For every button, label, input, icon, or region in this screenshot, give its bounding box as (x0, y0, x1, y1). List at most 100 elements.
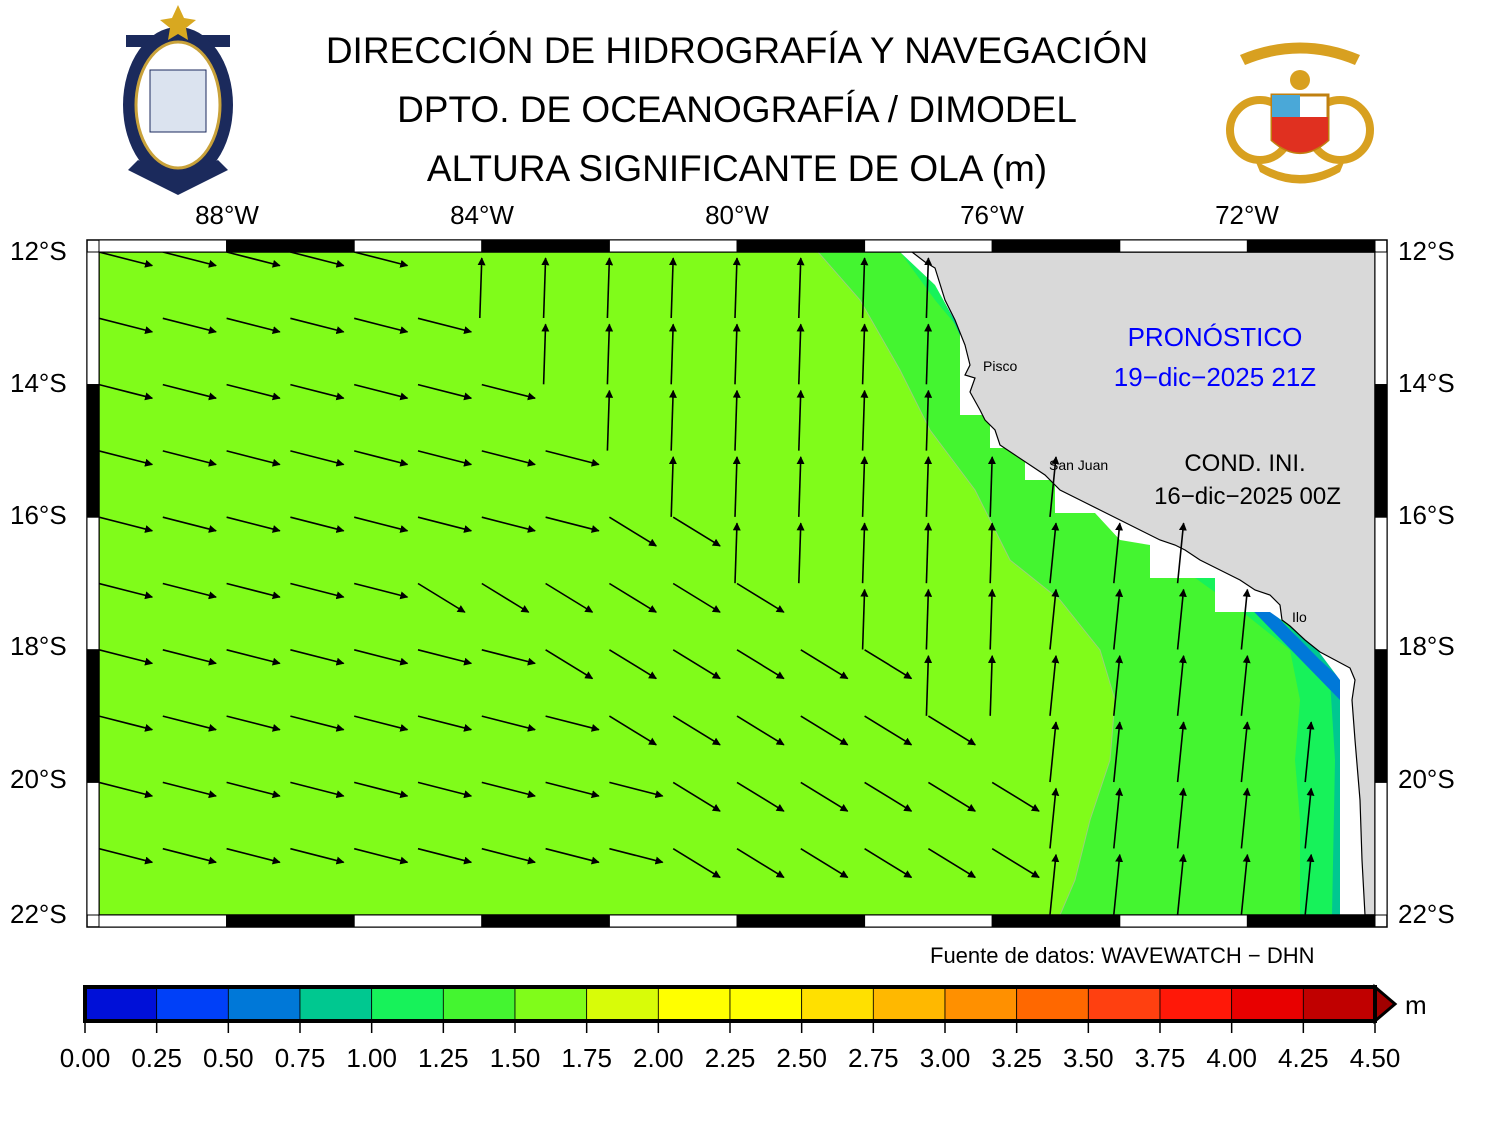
wave-direction-arrow (1113, 588, 1124, 650)
wave-direction-arrow (354, 582, 409, 600)
wave-direction-arrow (608, 516, 657, 547)
wave-direction-arrow (545, 450, 600, 467)
wave-direction-arrow (672, 516, 721, 547)
frame-segment (1246, 914, 1376, 928)
colorbar-tick-label: 1.25 (418, 1043, 469, 1073)
wave-direction-arrow (290, 847, 345, 865)
wave-direction-arrow (608, 649, 657, 680)
wave-direction-arrow (1240, 853, 1251, 915)
wave-direction-arrow (1049, 721, 1060, 783)
wave-direction-arrow (1113, 655, 1124, 716)
wave-direction-arrow (1240, 787, 1251, 849)
wave-direction-arrow (417, 715, 473, 732)
wave-direction-arrow (1113, 787, 1124, 849)
wave-direction-arrow (987, 588, 996, 650)
wave-direction-arrow (290, 649, 345, 666)
init-time: 16−dic−2025 00Z (1154, 483, 1341, 510)
colorbar-tick-label: 4.50 (1349, 1043, 1401, 1073)
wave-direction-arrow (672, 649, 721, 680)
wave-direction-arrow (226, 317, 281, 335)
wave-direction-arrow (354, 252, 409, 268)
colorbar-tick-label: 2.50 (776, 1043, 827, 1073)
wave-direction-arrow (1304, 721, 1315, 783)
header-title-line1: DIRECCIÓN DE HIDROGRAFÍA Y NAVEGACIÓN (325, 30, 1149, 71)
colorbar-unit: m (1405, 990, 1427, 1020)
wave-direction-arrow (99, 450, 154, 467)
wave-direction-arrow (800, 715, 849, 746)
wave-direction-arrow (417, 582, 466, 613)
colorbar-segment (657, 986, 731, 1022)
wave-direction-arrow (609, 781, 664, 799)
wave-direction-arrow (864, 649, 913, 680)
wave-direction-arrow (545, 582, 594, 613)
colorbar-segment (156, 986, 229, 1022)
lon-label: 84°W (450, 200, 514, 230)
colorbar-segment (1231, 986, 1304, 1022)
wave-direction-arrow (860, 588, 869, 650)
wave-direction-arrow (924, 389, 933, 451)
wave-direction-arrow (226, 715, 281, 732)
wave-direction-arrow (668, 456, 677, 517)
place-label-ilo: Ilo (1292, 609, 1307, 625)
wave-direction-arrow (290, 582, 345, 600)
wave-direction-arrow (545, 781, 600, 799)
wave-direction-arrow (736, 649, 785, 680)
wave-direction-arrow (290, 383, 345, 401)
wave-direction-arrow (1304, 853, 1315, 915)
wave-direction-arrow (162, 450, 217, 467)
wave-direction-arrow (162, 649, 217, 666)
wave-direction-arrow (354, 649, 409, 666)
wave-direction-arrow (354, 847, 409, 865)
wave-direction-arrow (1304, 787, 1315, 849)
wave-direction-arrow (99, 582, 154, 600)
wave-direction-arrow (796, 456, 805, 517)
wave-direction-arrow (924, 257, 933, 319)
wave-direction-arrow (354, 516, 409, 533)
colorbar-tick-label: 2.25 (704, 1043, 756, 1073)
wave-direction-arrow (860, 522, 869, 584)
wave-direction-arrow (290, 252, 345, 268)
wave-direction-arrow (481, 516, 536, 533)
lat-label-left: 12°S (10, 236, 67, 266)
wave-direction-arrow (417, 847, 473, 865)
wave-direction-arrow (1240, 588, 1251, 650)
wave-direction-arrow (226, 582, 281, 600)
wave-direction-arrow (987, 522, 996, 584)
wave-direction-arrow (162, 252, 217, 268)
wave-direction-arrow (991, 848, 1040, 879)
wave-direction-arrow (732, 257, 741, 319)
wave-direction-arrow (1049, 588, 1060, 650)
wave-direction-arrow (608, 715, 657, 746)
wave-direction-arrow (162, 847, 217, 865)
colorbar-segment (442, 986, 516, 1022)
wave-direction-arrow (668, 323, 677, 385)
colorbar-tick-label: 2.75 (848, 1043, 899, 1073)
wave-direction-arrow (290, 781, 345, 799)
wave-direction-arrow (477, 257, 486, 319)
wave-direction-arrow (481, 781, 536, 799)
wave-direction-arrow (736, 781, 785, 812)
colorbar-tick-label: 3.50 (1063, 1043, 1114, 1073)
wave-direction-arrow (605, 257, 614, 319)
wave-direction-arrow (99, 317, 154, 335)
wave-direction-arrow (796, 389, 805, 451)
wave-direction-arrow (1176, 853, 1187, 915)
wave-direction-arrow (162, 383, 217, 401)
wave-direction-arrow (1113, 721, 1124, 783)
init-label: COND. INI. (1184, 450, 1306, 477)
wave-direction-arrow (860, 456, 869, 517)
wave-direction-arrow (864, 781, 913, 812)
wave-direction-arrow (226, 781, 281, 799)
wave-direction-arrow (541, 257, 550, 319)
wave-direction-arrow (162, 582, 217, 600)
colorbar-extend-arrow (1373, 983, 1398, 1025)
wave-direction-arrow (99, 649, 154, 666)
wave-direction-arrow (290, 317, 345, 335)
wave-direction-arrow (162, 317, 217, 335)
frame-segment (1374, 781, 1388, 916)
wave-direction-arrow (860, 257, 869, 319)
wave-direction-arrow (732, 456, 741, 517)
wave-direction-arrow (354, 383, 409, 401)
lat-label-right: 14°S (1398, 368, 1455, 398)
